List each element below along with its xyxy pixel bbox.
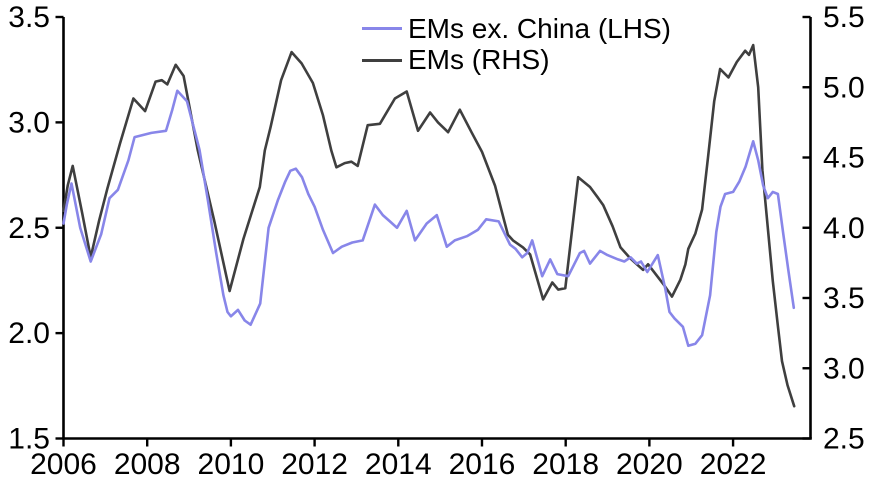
left-axis-tick-label: 3.5 xyxy=(8,1,50,34)
series-line-ems-ex-china xyxy=(62,89,796,348)
x-axis-tick-label: 2020 xyxy=(616,448,683,481)
right-axis-tick-label: 4.5 xyxy=(823,142,865,175)
right-axis-tick-label: 2.5 xyxy=(823,423,865,456)
left-axis-tick-label: 3.0 xyxy=(8,106,50,139)
right-axis-tick-label: 3.0 xyxy=(823,352,865,385)
legend-line-ems-ex-china-swatch xyxy=(362,27,402,31)
right-axis-tick-label: 3.5 xyxy=(823,282,865,315)
series-line-ems xyxy=(62,43,796,408)
legend-label-ems-ex-china: EMs ex. China (LHS) xyxy=(408,12,671,44)
legend-item-ems: EMs (RHS) xyxy=(362,45,671,77)
right-axis-tick-label: 4.0 xyxy=(823,212,865,245)
x-axis-tick-label: 2006 xyxy=(30,448,97,481)
x-axis-tick-label: 2016 xyxy=(449,448,516,481)
left-axis-tick-label: 2.0 xyxy=(8,317,50,350)
legend-label-ems: EMs (RHS) xyxy=(408,44,550,76)
x-axis-tick-label: 2014 xyxy=(365,448,432,481)
legend-item-ems-ex-china: EMs ex. China (LHS) xyxy=(362,13,671,45)
x-axis-tick-label: 2008 xyxy=(114,448,181,481)
x-axis-tick-label: 2018 xyxy=(532,448,599,481)
x-axis-tick-label: 2010 xyxy=(198,448,265,481)
right-axis-tick-label: 5.5 xyxy=(823,1,865,34)
left-axis-tick-label: 2.5 xyxy=(8,212,50,245)
left-axis-tick-label: 1.5 xyxy=(8,423,50,456)
right-axis-tick-label: 5.0 xyxy=(823,71,865,104)
x-axis-tick-label: 2012 xyxy=(281,448,348,481)
x-axis-tick-label: 2022 xyxy=(700,448,767,481)
legend-line-ems-swatch xyxy=(362,58,402,62)
chart-legend: EMs ex. China (LHS) EMs (RHS) xyxy=(362,13,671,76)
